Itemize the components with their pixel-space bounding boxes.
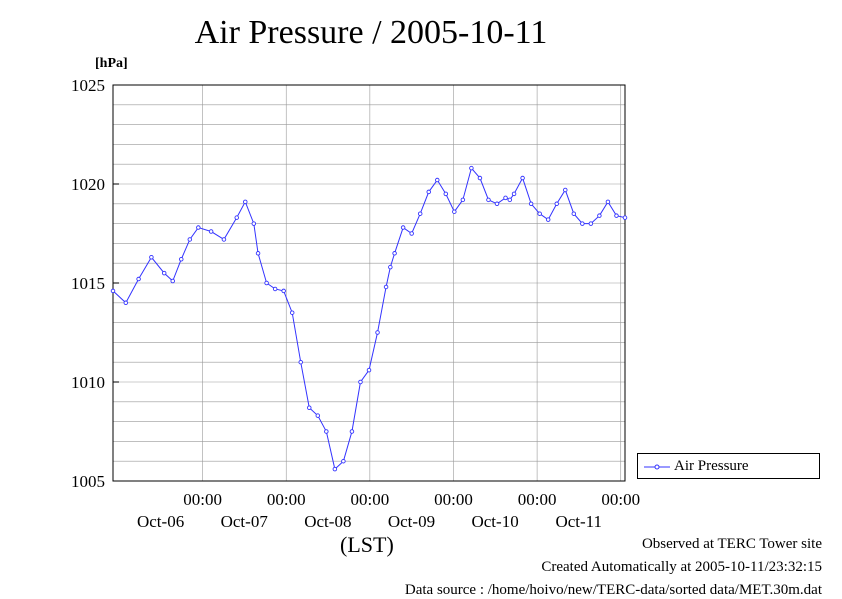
data-point xyxy=(528,201,534,207)
legend: Air Pressure xyxy=(637,453,820,479)
data-point xyxy=(605,199,611,205)
y-axis-ticks: 1005 1010 1015 1020 1025 xyxy=(71,76,119,491)
data-point xyxy=(392,251,397,256)
data-point xyxy=(511,191,517,197)
x-tick-time: 00:00 xyxy=(350,490,389,509)
x-tick-date: Oct-06 xyxy=(137,512,184,531)
x-tick-date: Oct-07 xyxy=(221,512,269,531)
data-point xyxy=(136,276,141,282)
data-point xyxy=(452,209,457,214)
data-point xyxy=(614,213,619,218)
data-point xyxy=(196,225,201,230)
data-point xyxy=(426,189,431,195)
y-tick-label: 1005 xyxy=(71,472,105,491)
data-point xyxy=(622,215,628,220)
x-tick-time: 00:00 xyxy=(267,490,306,509)
data-point xyxy=(580,221,585,226)
data-point xyxy=(315,413,321,418)
data-point xyxy=(324,429,329,434)
x-tick-time: 00:00 xyxy=(183,490,222,509)
data-point xyxy=(503,195,508,201)
data-point xyxy=(435,177,440,183)
x-tick-time: 00:00 xyxy=(434,490,473,509)
series-line-air-pressure xyxy=(112,167,626,471)
data-point xyxy=(571,211,577,216)
chart-title: Air Pressure / 2005-10-11 xyxy=(194,14,548,51)
data-point xyxy=(161,270,167,276)
series-points xyxy=(110,165,628,472)
data-point xyxy=(375,330,380,335)
x-tick-date: Oct-11 xyxy=(555,512,602,531)
y-tick-label: 1020 xyxy=(71,175,105,194)
data-point xyxy=(170,278,175,284)
data-point xyxy=(494,201,500,207)
data-point xyxy=(307,405,312,410)
x-tick-date: Oct-09 xyxy=(388,512,435,531)
data-point xyxy=(264,280,269,286)
y-axis-unit: [hPa] xyxy=(95,56,128,71)
footer-created: Created Automatically at 2005-10-11/23:3… xyxy=(541,559,822,575)
x-tick-time: 00:00 xyxy=(601,490,640,509)
data-point xyxy=(332,466,338,472)
data-point xyxy=(417,211,423,216)
data-point xyxy=(123,300,129,306)
data-point xyxy=(460,197,466,203)
data-point xyxy=(554,201,559,207)
data-point xyxy=(358,379,363,385)
x-axis-label: (LST) xyxy=(340,532,394,557)
data-point xyxy=(179,256,184,262)
footer-site: Observed at TERC Tower site xyxy=(641,536,822,552)
data-point xyxy=(272,286,278,292)
footer-source: Data source : /home/hoivo/new/TERC-data/… xyxy=(404,582,822,598)
grid-lines xyxy=(113,85,625,481)
data-point xyxy=(366,367,372,373)
data-point xyxy=(221,237,227,242)
data-point xyxy=(251,221,257,226)
data-point xyxy=(537,211,542,216)
data-point xyxy=(187,237,193,242)
data-point xyxy=(208,229,214,234)
data-point xyxy=(388,264,393,270)
data-point xyxy=(298,359,303,365)
data-point xyxy=(110,288,116,294)
data-point xyxy=(234,215,239,220)
legend-label: Air Pressure xyxy=(674,458,749,474)
data-point xyxy=(243,199,248,205)
x-tick-date: Oct-08 xyxy=(304,512,351,531)
data-point xyxy=(520,175,525,181)
data-point xyxy=(545,217,551,222)
data-point xyxy=(341,458,346,464)
data-point xyxy=(409,231,414,236)
data-point xyxy=(469,165,474,171)
data-point xyxy=(149,255,154,260)
legend-marker xyxy=(644,464,670,470)
data-point xyxy=(443,191,449,197)
x-axis-ticks: 00:00Oct-0600:00Oct-0700:00Oct-0800:00Oc… xyxy=(137,490,640,531)
x-tick-time: 00:00 xyxy=(518,490,557,509)
y-tick-label: 1010 xyxy=(71,373,105,392)
x-tick-date: Oct-10 xyxy=(471,512,518,531)
y-tick-label: 1015 xyxy=(71,274,105,293)
y-tick-label: 1025 xyxy=(71,76,105,95)
data-point xyxy=(289,310,295,315)
data-point xyxy=(477,175,483,181)
data-point xyxy=(563,187,568,193)
data-point xyxy=(383,284,389,290)
data-point xyxy=(486,197,491,203)
data-point xyxy=(597,213,602,218)
data-point xyxy=(400,225,406,230)
data-point xyxy=(349,429,355,434)
data-point xyxy=(588,221,594,226)
data-point xyxy=(255,251,261,256)
data-point xyxy=(281,288,286,294)
data-point xyxy=(507,197,513,203)
